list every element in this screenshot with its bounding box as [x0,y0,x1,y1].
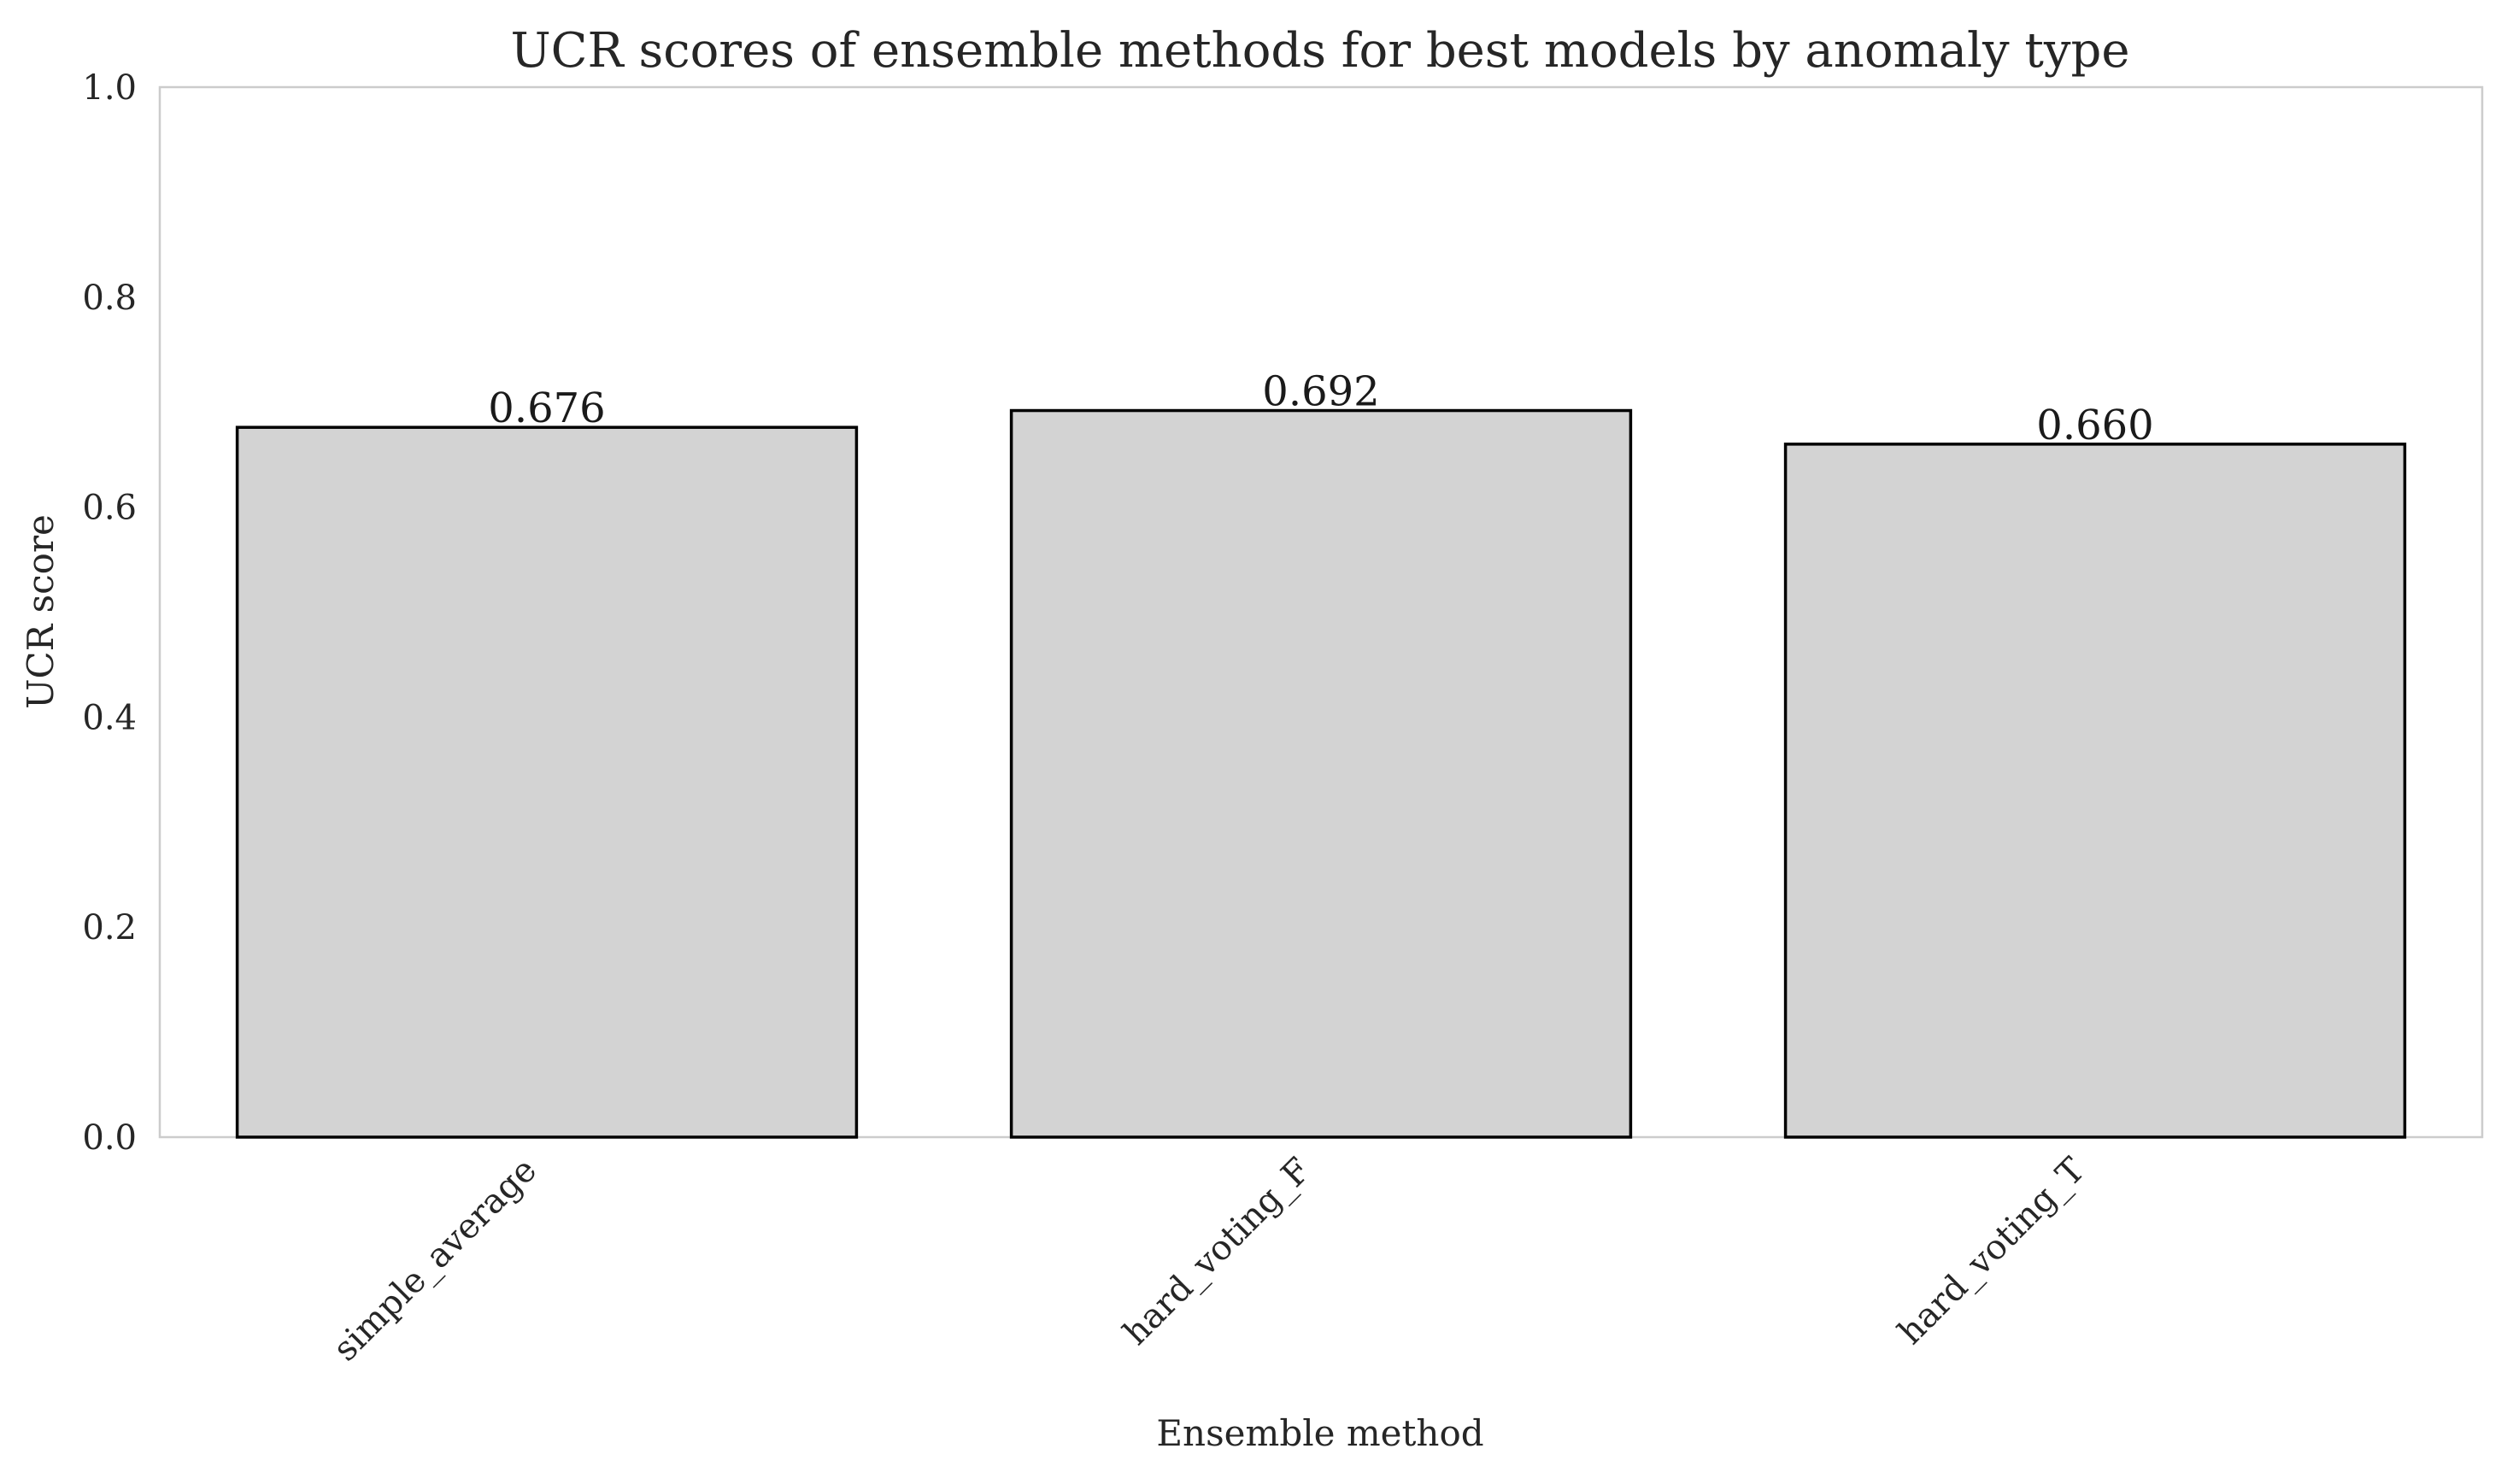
bar-hard_voting_F [1009,408,1633,1139]
y-tick-label: 0.4 [82,698,137,737]
x-tick-label: hard_voting_T [1891,1150,2093,1352]
y-tick-label: 0.2 [82,908,137,947]
chart-title: UCR scores of ensemble methods for best … [510,23,2129,79]
y-axis-label: UCR score [20,514,62,709]
bars-group: 0.676 0.692 0.660 [235,368,2407,1139]
y-tick-label: 0.0 [82,1118,137,1158]
y-tick-label: 1.0 [82,68,137,108]
x-axis-ticks: simple_average hard_voting_F hard_voting_T [326,1150,2093,1369]
bar-hard_voting_T [1783,443,2407,1139]
y-tick-label: 0.6 [82,489,137,528]
x-tick-label: hard_voting_F [1116,1151,1318,1353]
y-tick-label: 0.8 [82,279,137,318]
data-label: 0.692 [1262,368,1379,416]
bar-simple_average [235,425,859,1139]
x-tick-label: simple_average [326,1151,544,1370]
data-label: 0.676 [488,384,605,432]
x-axis-label: Ensemble method [1156,1412,1483,1454]
y-axis-ticks: 0.0 0.2 0.4 0.6 0.8 1.0 [82,68,137,1158]
data-label: 0.660 [2036,402,2153,449]
